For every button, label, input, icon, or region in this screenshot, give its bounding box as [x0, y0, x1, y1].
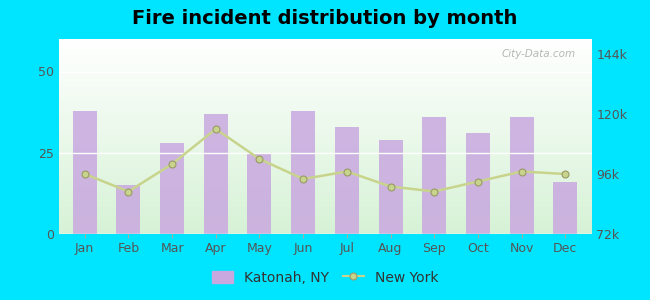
Bar — [160, 143, 184, 234]
Bar — [291, 110, 315, 234]
Bar — [378, 140, 402, 234]
Bar — [553, 182, 577, 234]
Bar — [248, 153, 272, 234]
Bar — [422, 117, 447, 234]
Legend: Katonah, NY, New York: Katonah, NY, New York — [206, 265, 444, 290]
Bar — [510, 117, 534, 234]
Text: Fire incident distribution by month: Fire incident distribution by month — [133, 9, 517, 28]
Bar — [203, 114, 227, 234]
Bar — [335, 127, 359, 234]
Bar — [116, 185, 140, 234]
Bar — [73, 110, 97, 234]
Text: City-Data.com: City-Data.com — [501, 49, 575, 59]
Bar — [466, 133, 490, 234]
